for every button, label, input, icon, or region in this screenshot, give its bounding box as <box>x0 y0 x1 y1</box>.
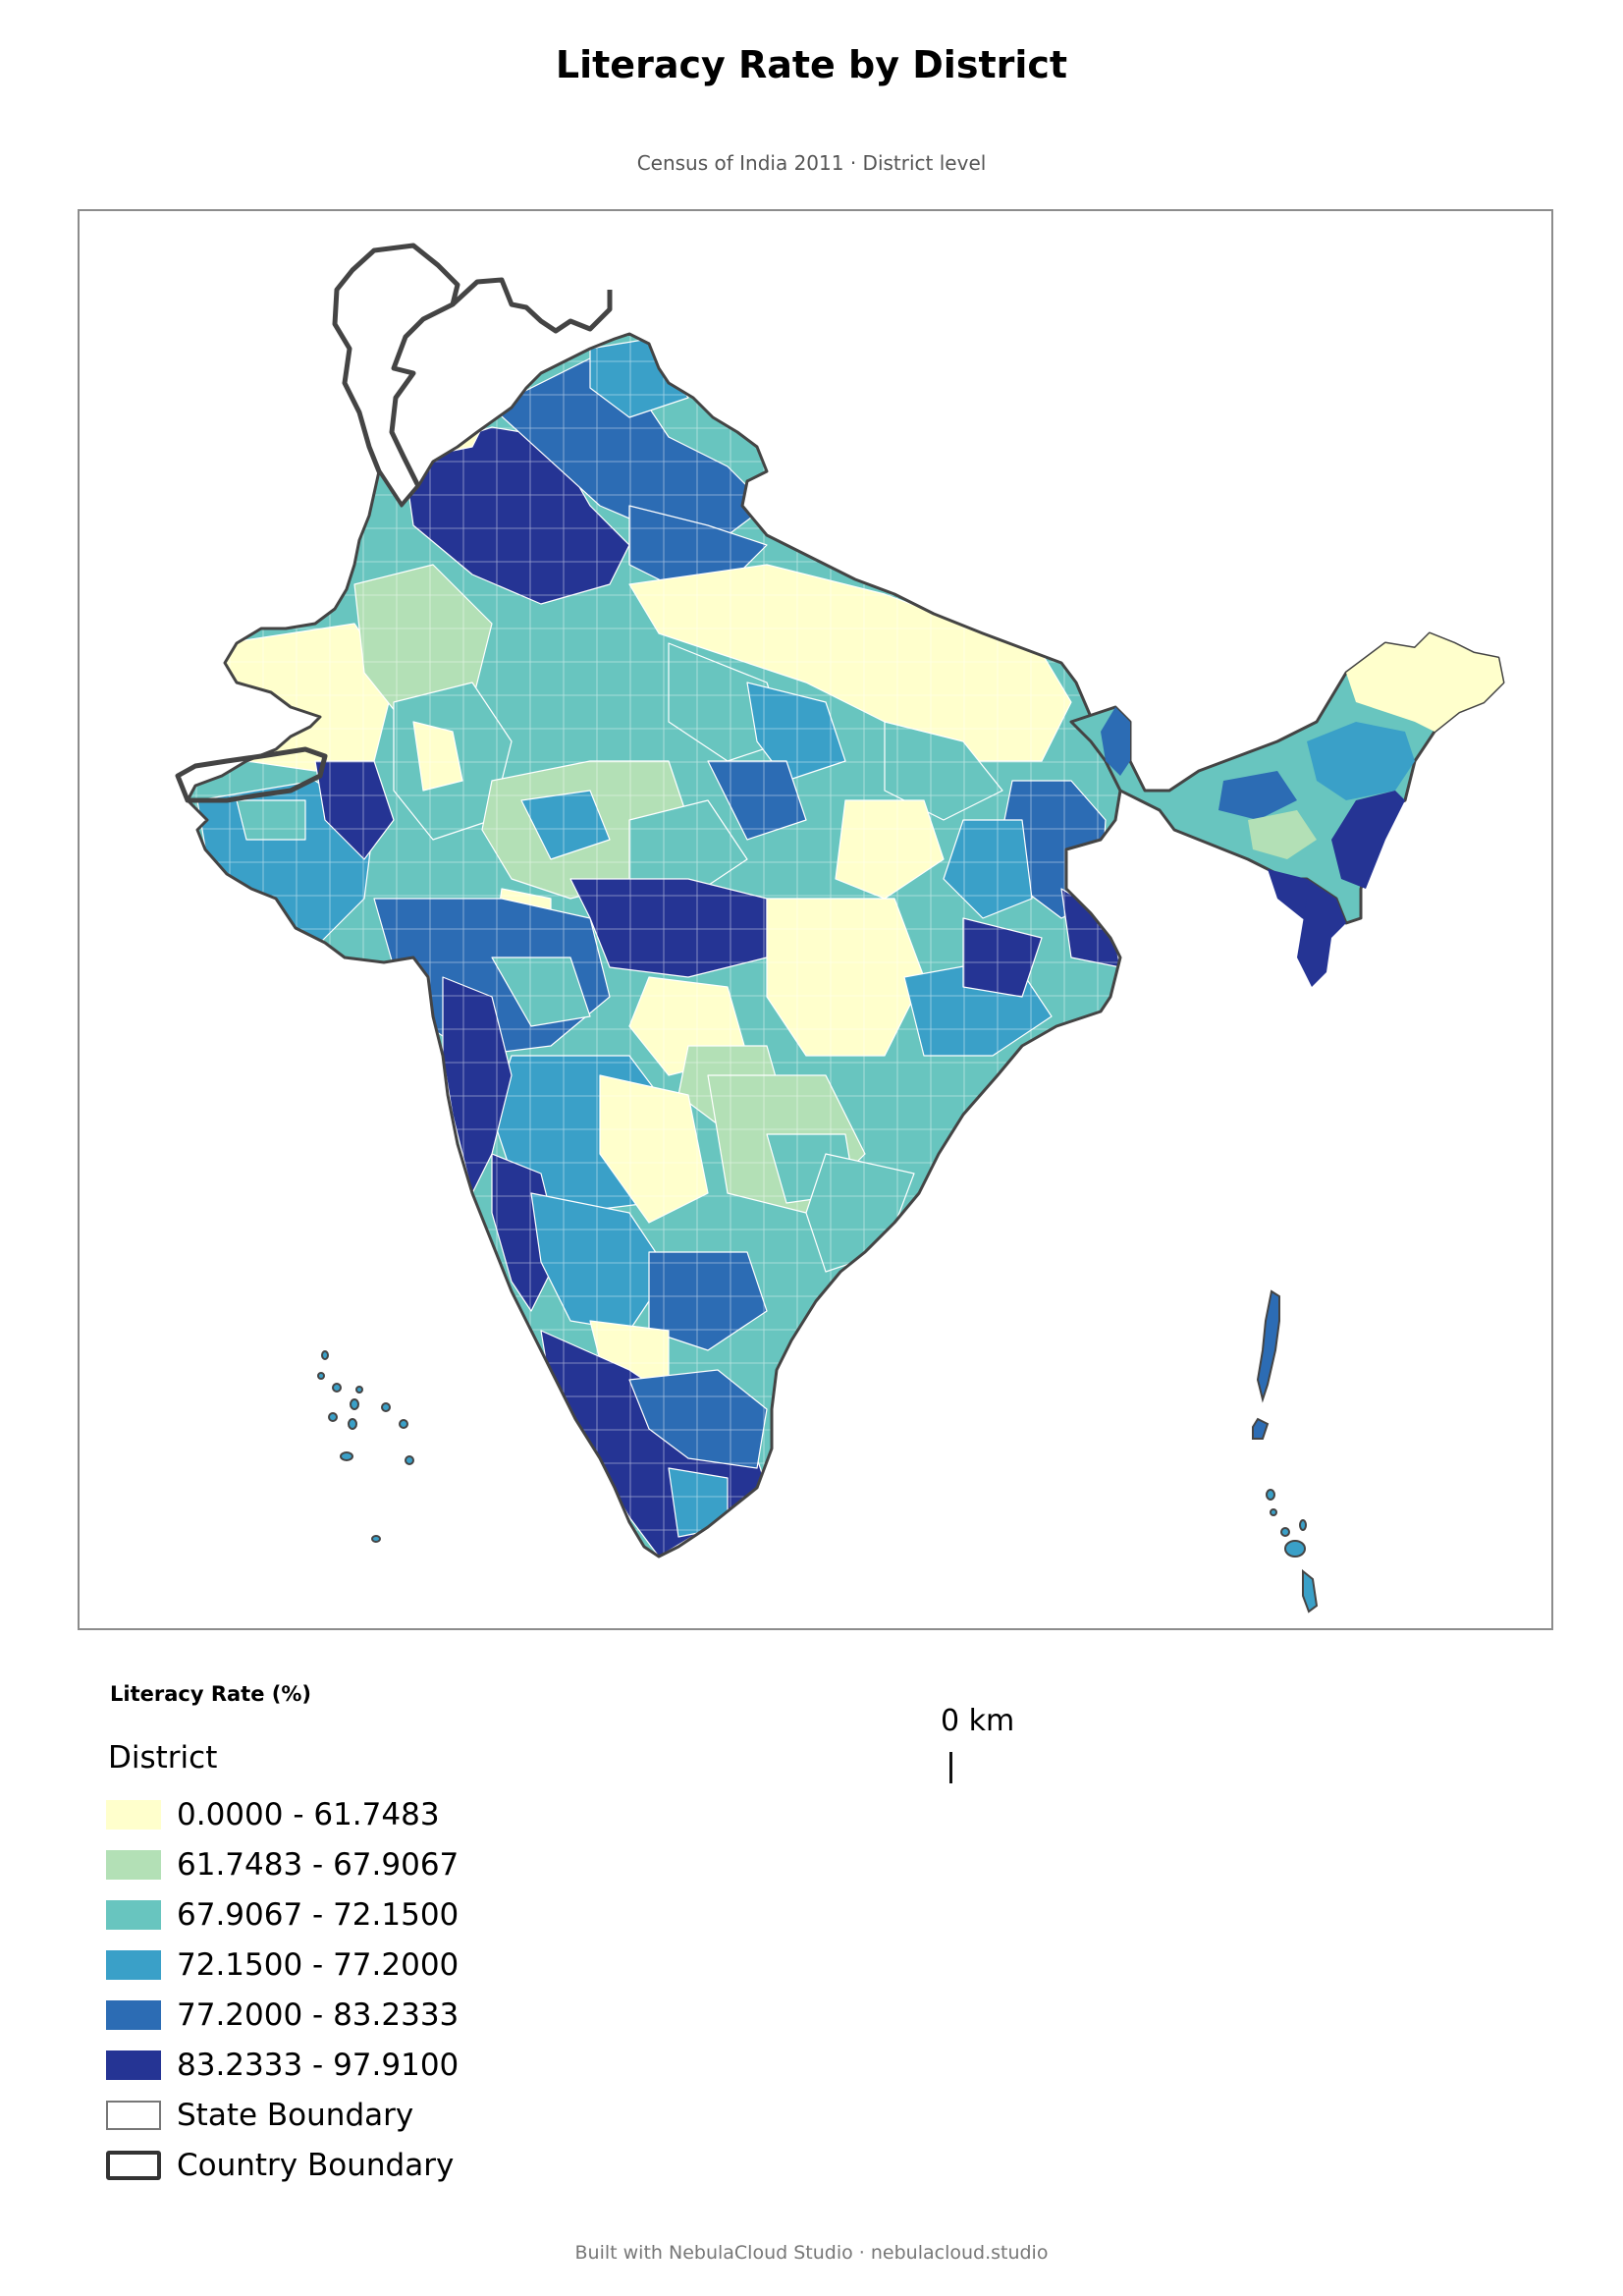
scale-bar-label: 0 km <box>941 1704 1015 1738</box>
legend-label: 0.0000 - 61.7483 <box>177 1796 440 1832</box>
footer-credit: Built with NebulaCloud Studio · nebulacl… <box>574 2242 1049 2264</box>
legend-swatch <box>106 1999 161 2030</box>
legend-label: 72.1500 - 77.2000 <box>177 1946 460 1983</box>
kutch-outline <box>175 746 328 803</box>
legend-label: 77.2000 - 83.2333 <box>177 1996 460 2033</box>
legend-item-class-6: 83.2333 - 97.9100 <box>106 2040 459 2090</box>
legend-swatch <box>106 2050 161 2080</box>
legend-item-class-4: 72.1500 - 77.2000 <box>106 1940 459 1990</box>
map-frame[interactable] <box>78 209 1553 1630</box>
legend-heading: Literacy Rate (%) <box>110 1682 312 1706</box>
legend-swatch <box>106 1799 161 1830</box>
legend-item-class-1: 0.0000 - 61.7483 <box>106 1789 459 1839</box>
state-boundary-swatch <box>106 2100 161 2130</box>
legend-swatch <box>106 1949 161 1980</box>
legend-item-class-3: 67.9067 - 72.1500 <box>106 1889 459 1940</box>
legend-label: 61.7483 - 67.9067 <box>177 1846 460 1883</box>
andaman-nicobar-islands <box>1252 1289 1319 1613</box>
lakshadweep-islands <box>317 1350 414 1543</box>
map-subtitle: Census of India 2011 · District level <box>636 151 987 175</box>
legend-layer-name: District <box>108 1740 218 1776</box>
legend-swatch <box>106 1899 161 1930</box>
india-district-map[interactable] <box>80 211 1551 1628</box>
legend-item-class-2: 61.7483 - 67.9067 <box>106 1839 459 1889</box>
country-boundary-swatch <box>106 2150 161 2180</box>
legend-label: Country Boundary <box>177 2147 455 2183</box>
legend-item-class-5: 77.2000 - 83.2333 <box>106 1990 459 2040</box>
legend-item-country-boundary: Country Boundary <box>106 2140 459 2190</box>
legend-label: 67.9067 - 72.1500 <box>177 1896 460 1933</box>
scale-bar <box>949 1752 952 1783</box>
kashmir-outline <box>332 243 460 509</box>
legend-label: 83.2333 - 97.9100 <box>177 2047 460 2083</box>
legend-swatch <box>106 1849 161 1880</box>
country-boundary <box>186 332 1122 1558</box>
map-title: Literacy Rate by District <box>555 43 1068 86</box>
legend-label: State Boundary <box>177 2097 414 2133</box>
legend: 0.0000 - 61.7483 61.7483 - 67.9067 67.90… <box>106 1789 459 2190</box>
northeast-region <box>1069 631 1505 987</box>
kashmir-ridge <box>451 277 613 334</box>
legend-item-state-boundary: State Boundary <box>106 2090 459 2140</box>
